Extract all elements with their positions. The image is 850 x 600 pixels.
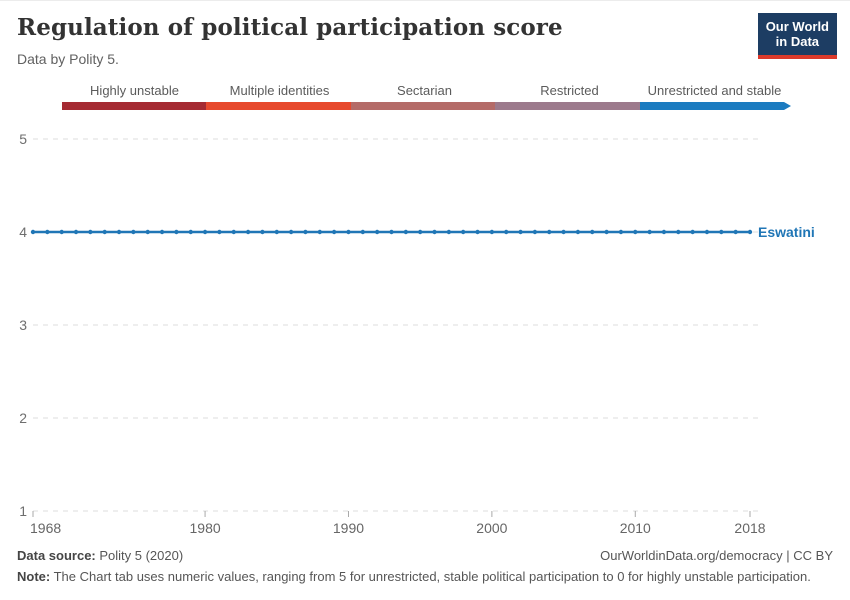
note-value: The Chart tab uses numeric values, rangi…	[50, 569, 811, 584]
data-point[interactable]	[633, 229, 638, 235]
legend-label-unrestricted-stable: Unrestricted and stable	[647, 83, 782, 98]
legend-segment-unrestricted-stable	[639, 102, 785, 110]
note-label: Note:	[17, 569, 51, 584]
data-point[interactable]	[30, 229, 36, 235]
legend-labels: Highly unstable Multiple identities Sect…	[62, 83, 791, 98]
data-point[interactable]	[59, 229, 64, 235]
data-point[interactable]	[690, 229, 695, 235]
data-point[interactable]	[331, 229, 337, 235]
y-tick-label: 4	[19, 224, 27, 240]
data-point[interactable]	[102, 229, 107, 235]
data-point[interactable]	[45, 229, 50, 235]
data-point[interactable]	[661, 229, 667, 235]
x-tick-label: 2010	[620, 520, 651, 536]
x-tick-label: 2000	[476, 520, 507, 536]
data-point[interactable]	[590, 229, 595, 235]
data-point[interactable]	[274, 229, 279, 235]
note-line: Note: The Chart tab uses numeric values,…	[17, 569, 833, 584]
credit-link[interactable]: OurWorldinData.org/democracy | CC BY	[600, 548, 833, 563]
legend-segment-multiple-identities	[206, 102, 351, 110]
x-tick-label: 1990	[333, 520, 364, 536]
data-point[interactable]	[676, 229, 681, 235]
data-point[interactable]	[432, 229, 437, 235]
data-point[interactable]	[647, 229, 652, 235]
data-point[interactable]	[260, 229, 265, 235]
page-title: Regulation of political participation sc…	[17, 14, 563, 41]
data-point[interactable]	[618, 229, 624, 235]
data-point[interactable]	[174, 229, 179, 235]
data-point[interactable]	[561, 229, 566, 235]
legend-arrow-icon	[784, 102, 792, 110]
data-point[interactable]	[403, 229, 409, 235]
data-point[interactable]	[73, 229, 79, 235]
legend-label-restricted: Restricted	[540, 83, 599, 98]
data-point[interactable]	[145, 229, 150, 235]
x-tick-label: 1980	[190, 520, 221, 536]
data-point[interactable]	[303, 229, 308, 235]
data-point[interactable]	[231, 229, 236, 235]
data-point[interactable]	[446, 229, 452, 235]
y-tick-label: 3	[19, 317, 27, 333]
data-source-line: Data source: Polity 5 (2020)	[17, 548, 183, 563]
data-point[interactable]	[504, 229, 509, 235]
data-point[interactable]	[747, 229, 753, 235]
data-point[interactable]	[518, 229, 523, 235]
category-legend: Highly unstable Multiple identities Sect…	[62, 83, 792, 110]
legend-segment-restricted	[495, 102, 640, 110]
owid-logo-line1: Our World	[765, 19, 829, 34]
data-point[interactable]	[188, 229, 193, 235]
data-point[interactable]	[532, 229, 538, 235]
data-point[interactable]	[575, 229, 581, 235]
data-point[interactable]	[389, 229, 394, 235]
data-point[interactable]	[159, 229, 165, 235]
data-point[interactable]	[417, 229, 423, 235]
data-point[interactable]	[245, 229, 251, 235]
owid-logo-line2: in Data	[775, 34, 820, 50]
series-label[interactable]: Eswatini	[758, 224, 815, 240]
x-tick-label: 2018	[734, 520, 765, 536]
legend-label-multiple-identities: Multiple identities	[229, 83, 330, 98]
line-chart: 1 2 3 4 5 1968 1980 1990 2000 2010 2018 Eswatini	[19, 131, 815, 536]
data-point[interactable]	[733, 229, 738, 235]
data-point[interactable]	[547, 229, 552, 235]
data-point[interactable]	[202, 229, 208, 235]
data-point[interactable]	[604, 229, 609, 235]
data-point[interactable]	[461, 229, 466, 235]
owid-logo[interactable]: Our World in Data	[757, 13, 837, 59]
data-point[interactable]	[374, 229, 380, 235]
data-source-label: Data source:	[17, 548, 96, 563]
y-tick-label: 2	[19, 410, 27, 426]
data-point[interactable]	[217, 229, 222, 235]
data-point[interactable]	[288, 229, 294, 235]
page-subtitle: Data by Polity 5.	[17, 51, 119, 67]
data-source-value: Polity 5 (2020)	[95, 548, 184, 563]
data-point[interactable]	[116, 229, 122, 235]
legend-label-highly-unstable: Highly unstable	[90, 83, 179, 98]
data-point[interactable]	[704, 229, 710, 235]
legend-segment-sectarian	[350, 102, 496, 110]
chart-footer: Data source: Polity 5 (2020) OurWorldinD…	[17, 548, 833, 563]
y-tick-label: 5	[19, 131, 27, 147]
data-point[interactable]	[346, 229, 351, 235]
data-point[interactable]	[475, 229, 480, 235]
x-tick-label: 1968	[30, 520, 61, 536]
y-tick-label: 1	[19, 503, 27, 519]
data-point[interactable]	[88, 229, 93, 235]
data-point[interactable]	[489, 229, 495, 235]
legend-color-bar	[62, 102, 792, 110]
data-point[interactable]	[131, 229, 136, 235]
data-point[interactable]	[719, 229, 724, 235]
data-point[interactable]	[360, 229, 366, 235]
data-point[interactable]	[317, 229, 322, 235]
legend-segment-highly-unstable	[62, 102, 207, 110]
legend-label-sectarian: Sectarian	[397, 83, 452, 98]
